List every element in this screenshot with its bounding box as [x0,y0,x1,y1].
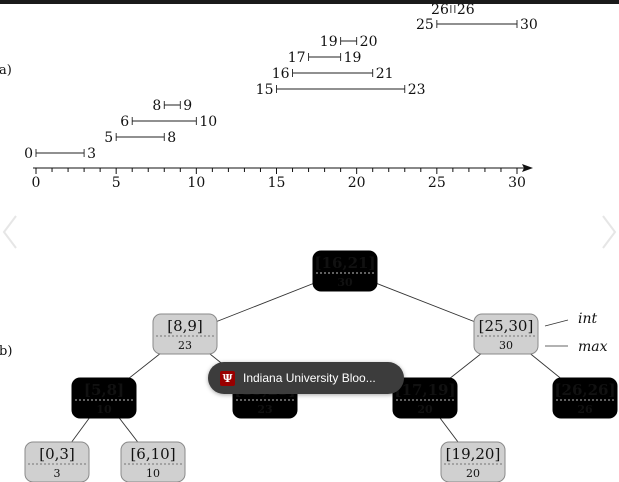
interval-high-label: 26 [457,2,475,18]
tree-node-max: 23 [178,339,192,352]
window-top-bar [0,0,619,4]
tree-node-box [71,377,137,419]
tree-node-interval: [16,21] [314,254,375,272]
interval-segment: 6 10 [120,114,217,130]
tree-node-box [473,313,539,355]
interval-low-label: 6 [120,114,129,130]
tree-node-max: 10 [96,403,112,416]
chevron-right-icon [602,215,617,249]
interval-high-label: 20 [360,34,378,50]
tree-node-interval: [0,3] [39,445,75,463]
tree-node: [5,8] 10 [71,377,137,419]
interval-high-label: 19 [344,50,362,66]
tree-node-max: 20 [466,467,480,480]
prev-slide-button[interactable] [0,212,22,252]
tree-node-max: 23 [257,403,272,416]
tree-node-box [24,441,90,482]
tree-node-interval: [6,10] [130,445,175,463]
source-chip-label: Indiana University Bloo... [243,371,376,385]
interval-high-label: 8 [167,130,176,146]
next-slide-button[interactable] [597,212,619,252]
tree-node-max: 3 [54,467,61,480]
tree-node-interval: [17,19] [394,381,455,399]
interval-low-label: 25 [416,17,434,33]
tree-node: [26,26] 26 [552,377,618,419]
interval-high-label: 10 [199,114,217,130]
tree-node: [8,9] 23 [152,313,218,355]
tree-node-box [120,441,186,482]
tree-node: [17,19] 20 [392,377,458,419]
x-axis-tick-label: 20 [348,175,366,191]
tree-node-box [440,441,506,482]
interval-low-label: 19 [320,34,338,50]
tree-node-box [392,377,458,419]
tree-node-interval: [19,20] [446,445,501,463]
interval-low-label: 0 [24,146,33,162]
interval-high-label: 3 [87,146,96,162]
x-axis-tick-label: 0 [32,175,41,191]
interval-low-label: 15 [256,82,274,98]
interval-segment: 17 19 [288,50,362,66]
part-a-label: a) [0,63,12,78]
tree-node: [16,21] 30 [312,250,378,292]
tree-node-box [152,313,218,355]
tree-node-max: 10 [146,467,160,480]
part-b-label: b) [0,344,12,359]
x-axis-tick-label: 10 [187,175,205,191]
max-annotation-label: max [578,339,608,355]
interval-segment: 25 30 [416,17,538,33]
tree-node-interval: [25,30] [479,317,534,335]
x-axis-tick-label: 5 [112,175,121,191]
tree-node-interval: [8,9] [167,317,203,335]
interval-segment: 19 20 [320,34,378,50]
interval-high-label: 23 [408,82,426,98]
iu-trident-logo-icon: Ψ [220,370,235,386]
interval-low-label: 17 [288,50,306,66]
int-annotation-pointer [544,319,569,327]
x-axis-tick-label: 30 [508,175,526,191]
interval-segment: 16 21 [272,66,394,82]
tree-node: [25,30] 30 [473,313,539,355]
tree-node-max: 20 [417,403,433,416]
chevron-left-icon [2,215,17,249]
tree-node-max: 30 [499,339,513,352]
tree-node: [19,20] 20 [440,441,506,482]
interval-low-label: 5 [104,130,113,146]
int-annotation-label: int [578,311,597,327]
tree-node-max: 26 [577,403,593,416]
tree-node-max: 30 [337,276,353,289]
tree-node-box [552,377,618,419]
interval-low-label: 16 [272,66,290,82]
interval-low-label: 26 [431,2,449,18]
tree-node-interval: [26,26] [554,381,615,399]
interval-segment: 15 23 [256,82,426,98]
tree-node: [6,10] 10 [120,441,186,482]
tree-node-interval: [5,8] [84,381,124,399]
x-axis-tick-label: 25 [428,175,446,191]
x-axis-tick-label: 15 [268,175,286,191]
tree-node-box [312,250,378,292]
interval-low-label: 8 [152,98,161,114]
source-chip[interactable]: Ψ Indiana University Bloo... [208,362,404,394]
tree-node: [0,3] 3 [24,441,90,482]
interval-segment: 26 26 [431,2,475,18]
interval-high-label: 30 [520,17,538,33]
interval-high-label: 9 [183,98,192,114]
interval-high-label: 21 [376,66,394,82]
x-axis-arrowhead [522,164,533,172]
